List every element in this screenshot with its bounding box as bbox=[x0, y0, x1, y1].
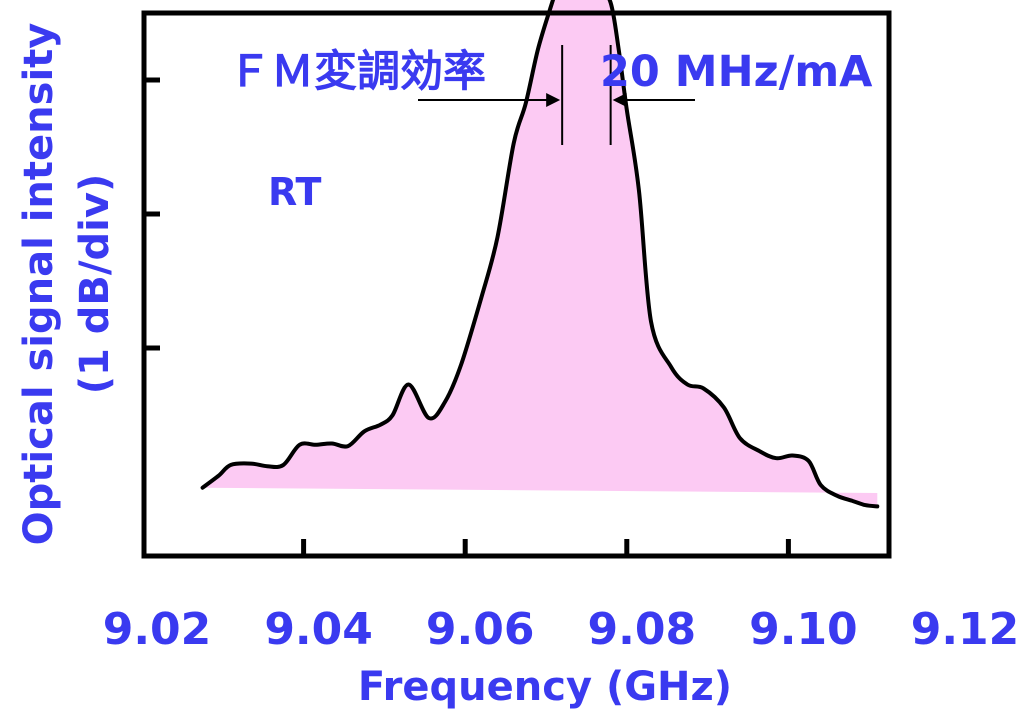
x-axis-tick-labels: 9.02 9.04 9.06 9.08 9.10 9.12 bbox=[103, 604, 1019, 655]
x-tick-label: 9.12 bbox=[911, 604, 1019, 655]
fm-efficiency-value: 20 MHz/mA bbox=[600, 47, 873, 97]
fm-arrow-right-head bbox=[612, 93, 627, 107]
fm-efficiency-markers bbox=[418, 45, 695, 145]
plot-frame bbox=[141, 10, 892, 559]
x-axis-tick-marks bbox=[301, 539, 791, 556]
spectrum-area-fill bbox=[202, 0, 878, 507]
y-axis-label-line2: (1 dB/div) bbox=[72, 174, 118, 394]
x-axis-label: Frequency (GHz) bbox=[358, 664, 732, 710]
x-tick-label: 9.10 bbox=[749, 604, 858, 655]
fm-efficiency-label: ＦＭ変調効率 bbox=[228, 47, 486, 97]
x-tick-label: 9.08 bbox=[588, 604, 697, 655]
y-axis-label-line1: Optical signal intensity bbox=[16, 23, 62, 546]
x-tick-label: 9.06 bbox=[426, 604, 535, 655]
spectrum-line bbox=[200, 0, 880, 509]
fm-arrow-left-head bbox=[546, 93, 561, 107]
x-tick-label: 9.02 bbox=[103, 604, 212, 655]
x-tick-label: 9.04 bbox=[264, 604, 373, 655]
y-axis-tick-marks bbox=[144, 77, 160, 351]
room-temperature-label: RT bbox=[268, 170, 322, 214]
